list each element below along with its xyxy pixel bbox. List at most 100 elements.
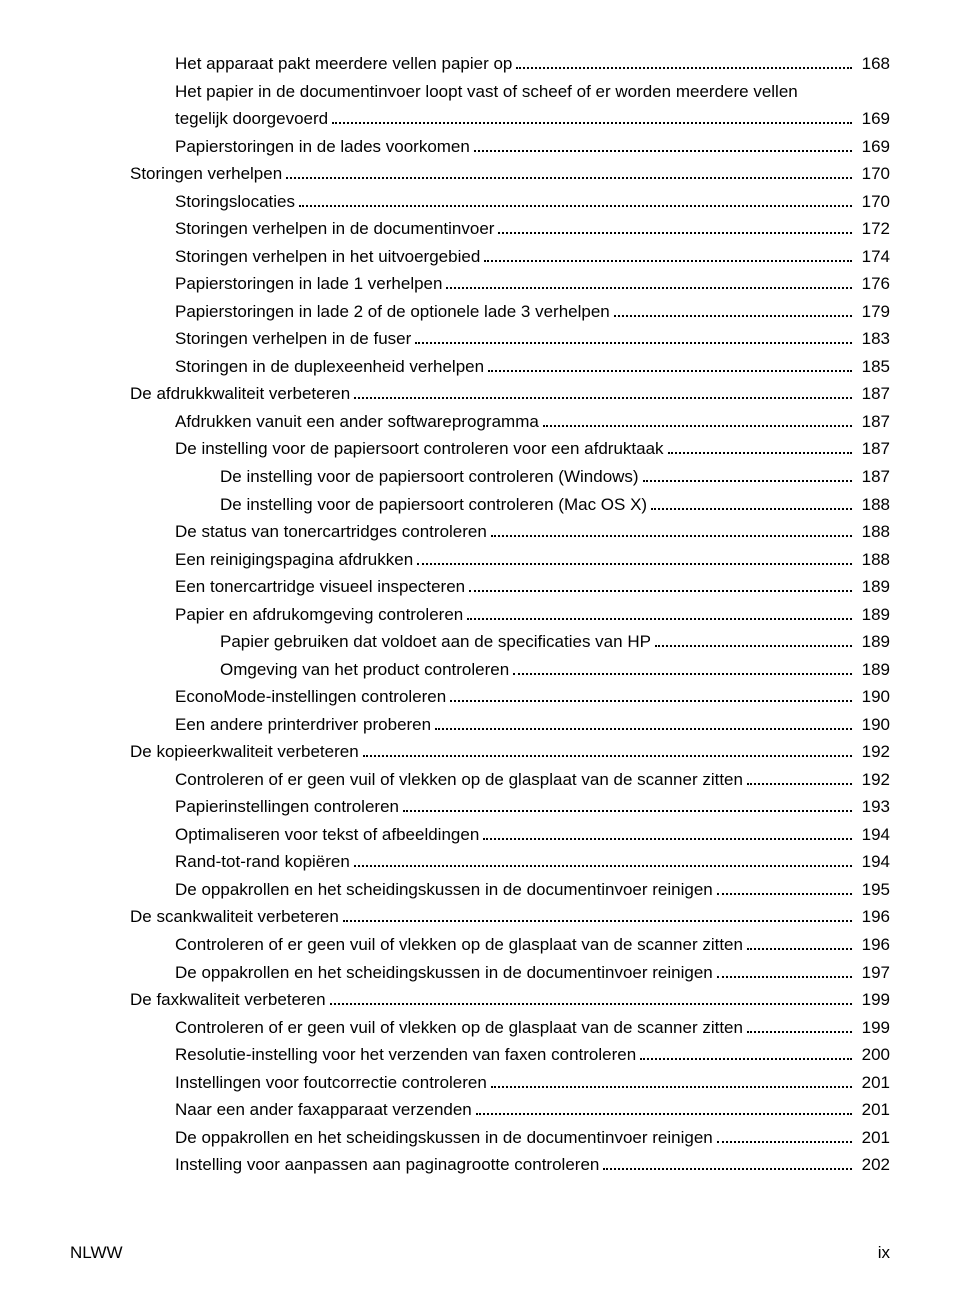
toc-entry-label: Resolutie-instelling voor het verzenden … xyxy=(175,1041,636,1069)
toc-entry: Storingen verhelpen in het uitvoergebied… xyxy=(70,243,890,271)
toc-entry-page: 187 xyxy=(856,463,890,491)
toc-leader xyxy=(415,327,852,344)
toc-entry-page: 187 xyxy=(856,435,890,463)
toc-entry-label: tegelijk doorgevoerd xyxy=(175,105,328,133)
toc-entry: De oppakrollen en het scheidingskussen i… xyxy=(70,876,890,904)
toc-leader xyxy=(403,795,852,812)
toc-entry-page: 190 xyxy=(856,683,890,711)
toc-entry-page: 188 xyxy=(856,546,890,574)
toc-leader xyxy=(450,685,852,702)
toc-entry: Het papier in de documentinvoer loopt va… xyxy=(70,78,890,106)
toc-entry: Afdrukken vanuit een ander softwareprogr… xyxy=(70,408,890,436)
toc-entry-page: 169 xyxy=(856,105,890,133)
toc-entry-label: Instelling voor aanpassen aan paginagroo… xyxy=(175,1151,599,1179)
toc-entry: Storingen verhelpen in de documentinvoer… xyxy=(70,215,890,243)
toc-entry: Storingslocaties170 xyxy=(70,188,890,216)
toc-entry: Instelling voor aanpassen aan paginagroo… xyxy=(70,1151,890,1179)
toc-entry-label: EconoMode-instellingen controleren xyxy=(175,683,446,711)
toc-entry-page: 179 xyxy=(856,298,890,326)
toc-entry-label: Een andere printerdriver proberen xyxy=(175,711,431,739)
toc-entry-label: Het papier in de documentinvoer loopt va… xyxy=(175,78,798,106)
toc-entry-page: 201 xyxy=(856,1096,890,1124)
toc-entry-label: Storingen verhelpen xyxy=(130,160,282,188)
toc-entry: De instelling voor de papiersoort contro… xyxy=(70,491,890,519)
toc-entry: Papierstoringen in lade 2 of de optionel… xyxy=(70,298,890,326)
toc-entry-page: 201 xyxy=(856,1069,890,1097)
toc-entry-page: 194 xyxy=(856,848,890,876)
toc-entry: Het apparaat pakt meerdere vellen papier… xyxy=(70,50,890,78)
toc-leader xyxy=(717,960,852,977)
toc-leader xyxy=(488,355,852,372)
toc-entry-page: 192 xyxy=(856,738,890,766)
toc-entry-page: 202 xyxy=(856,1151,890,1179)
toc-leader xyxy=(498,217,852,234)
toc-leader xyxy=(655,630,852,647)
toc-entry: Naar een ander faxapparaat verzenden201 xyxy=(70,1096,890,1124)
toc-entry-page: 188 xyxy=(856,518,890,546)
toc-leader xyxy=(747,1015,852,1032)
toc-entry-label: Afdrukken vanuit een ander softwareprogr… xyxy=(175,408,539,436)
toc-entry-label: Papierstoringen in de lades voorkomen xyxy=(175,133,470,161)
toc-entry-label: Papier gebruiken dat voldoet aan de spec… xyxy=(220,628,651,656)
toc-entry-label: Papierstoringen in lade 1 verhelpen xyxy=(175,270,442,298)
toc-entry-page: 194 xyxy=(856,821,890,849)
toc-leader xyxy=(668,437,852,454)
toc-entry-page: 189 xyxy=(856,601,890,629)
toc-entry: Controleren of er geen vuil of vlekken o… xyxy=(70,766,890,794)
toc-leader xyxy=(332,107,852,124)
toc-entry-page: 197 xyxy=(856,959,890,987)
toc-entry-page: 176 xyxy=(856,270,890,298)
toc-entry-label: De kopieerkwaliteit verbeteren xyxy=(130,738,359,766)
toc-entry-page: 193 xyxy=(856,793,890,821)
toc-entry: Een tonercartridge visueel inspecteren18… xyxy=(70,573,890,601)
toc-entry-label: De faxkwaliteit verbeteren xyxy=(130,986,326,1014)
toc-leader xyxy=(354,850,852,867)
toc-leader xyxy=(474,134,852,151)
toc-entry-label: De afdrukkwaliteit verbeteren xyxy=(130,380,350,408)
toc-entry-label: Controleren of er geen vuil of vlekken o… xyxy=(175,931,743,959)
toc-entry: De oppakrollen en het scheidingskussen i… xyxy=(70,1124,890,1152)
toc-entry: Optimaliseren voor tekst of afbeeldingen… xyxy=(70,821,890,849)
toc-entry-label: Instellingen voor foutcorrectie controle… xyxy=(175,1069,487,1097)
toc-entry: Rand-tot-rand kopiëren 194 xyxy=(70,848,890,876)
toc-entry-page: 200 xyxy=(856,1041,890,1069)
toc-entry-page: 183 xyxy=(856,325,890,353)
toc-leader xyxy=(491,1070,852,1087)
toc-entry-page: 190 xyxy=(856,711,890,739)
page-footer: NLWW ix xyxy=(70,1239,890,1267)
toc-entry: De instelling voor de papiersoort contro… xyxy=(70,435,890,463)
toc-entry-label: De instelling voor de papiersoort contro… xyxy=(220,463,639,491)
toc-leader xyxy=(417,547,852,564)
toc-entry-page: 196 xyxy=(856,903,890,931)
toc-leader xyxy=(640,1043,852,1060)
toc-leader xyxy=(643,465,852,482)
toc-entry: Papierstoringen in lade 1 verhelpen 176 xyxy=(70,270,890,298)
toc-entry-page: 172 xyxy=(856,215,890,243)
toc-entry-label: Controleren of er geen vuil of vlekken o… xyxy=(175,1014,743,1042)
toc-entry: De afdrukkwaliteit verbeteren187 xyxy=(70,380,890,408)
toc-entry-page: 196 xyxy=(856,931,890,959)
toc-entry-label: Storingen verhelpen in de fuser xyxy=(175,325,411,353)
toc-leader xyxy=(476,1098,852,1115)
toc-entry-label: Een reinigingspagina afdrukken xyxy=(175,546,413,574)
toc-entry-label: Rand-tot-rand kopiëren xyxy=(175,848,350,876)
toc-entry: Controleren of er geen vuil of vlekken o… xyxy=(70,1014,890,1042)
toc-entry: Papier en afdrukomgeving controleren 189 xyxy=(70,601,890,629)
toc-entry: Controleren of er geen vuil of vlekken o… xyxy=(70,931,890,959)
toc-entry-page: 192 xyxy=(856,766,890,794)
toc-entry: Storingen in de duplexeenheid verhelpen1… xyxy=(70,353,890,381)
toc-entry-label: De oppakrollen en het scheidingskussen i… xyxy=(175,1124,713,1152)
toc-entry: EconoMode-instellingen controleren 190 xyxy=(70,683,890,711)
toc-entry: Resolutie-instelling voor het verzenden … xyxy=(70,1041,890,1069)
toc-entry: De kopieerkwaliteit verbeteren 192 xyxy=(70,738,890,766)
toc-leader xyxy=(603,1153,852,1170)
toc-entry-label: Papier en afdrukomgeving controleren xyxy=(175,601,463,629)
toc-entry-page: 168 xyxy=(856,50,890,78)
table-of-contents: Het apparaat pakt meerdere vellen papier… xyxy=(70,50,890,1179)
toc-entry-label: De instelling voor de papiersoort contro… xyxy=(220,491,647,519)
toc-entry: De instelling voor de papiersoort contro… xyxy=(70,463,890,491)
toc-leader xyxy=(491,520,852,537)
toc-leader xyxy=(651,492,852,509)
toc-leader xyxy=(483,823,852,840)
toc-entry-label: Het apparaat pakt meerdere vellen papier… xyxy=(175,50,512,78)
